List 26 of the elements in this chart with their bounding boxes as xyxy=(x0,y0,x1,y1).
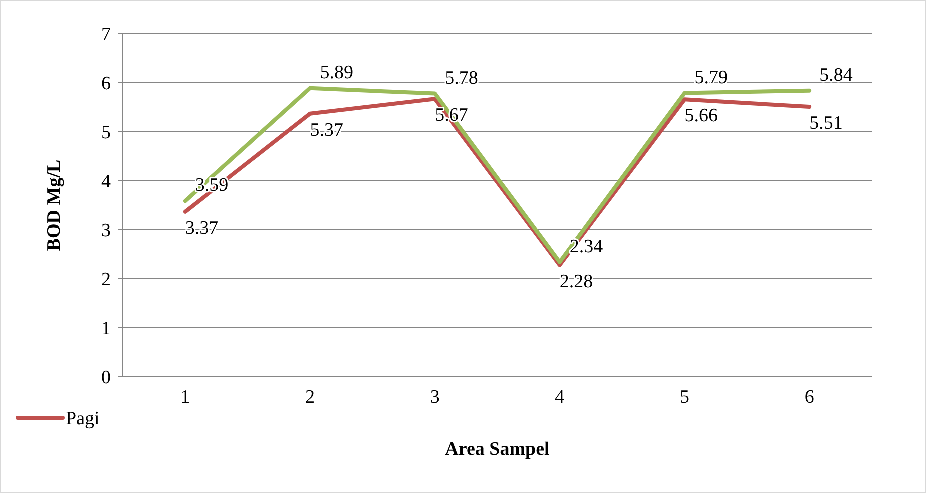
data-label: 5.37 xyxy=(310,120,344,141)
x-tick-label: 6 xyxy=(804,387,814,408)
data-label: 2.28 xyxy=(560,271,594,292)
y-tick-label: 4 xyxy=(102,172,112,193)
y-tick-label: 5 xyxy=(102,122,111,144)
y-axis-title: BOD Mg/L xyxy=(44,160,65,252)
data-label: 5.89 xyxy=(320,62,354,84)
legend-label: Pagi xyxy=(66,408,100,430)
data-label: 5.78 xyxy=(445,68,478,89)
y-tick-label: 0 xyxy=(102,368,111,389)
data-label: 3.37 xyxy=(185,218,219,239)
y-tick-label: 7 xyxy=(102,24,111,46)
data-label: 5.66 xyxy=(684,106,718,127)
x-tick-label: 4 xyxy=(555,387,566,408)
data-label: 5.84 xyxy=(820,64,854,86)
y-tick-label: 1 xyxy=(102,318,111,340)
x-axis-title: Area Sampel xyxy=(445,439,550,460)
data-label: 5.51 xyxy=(810,113,843,134)
x-tick-label: 3 xyxy=(430,387,440,408)
data-label: 5.79 xyxy=(694,67,728,88)
x-tick-label: 1 xyxy=(180,387,190,408)
y-tick-label: 3 xyxy=(102,220,111,242)
x-tick-label: 2 xyxy=(306,387,315,408)
y-tick-label: 2 xyxy=(102,270,111,291)
x-tick-label: 5 xyxy=(680,387,690,408)
y-tick-label: 6 xyxy=(102,74,111,95)
